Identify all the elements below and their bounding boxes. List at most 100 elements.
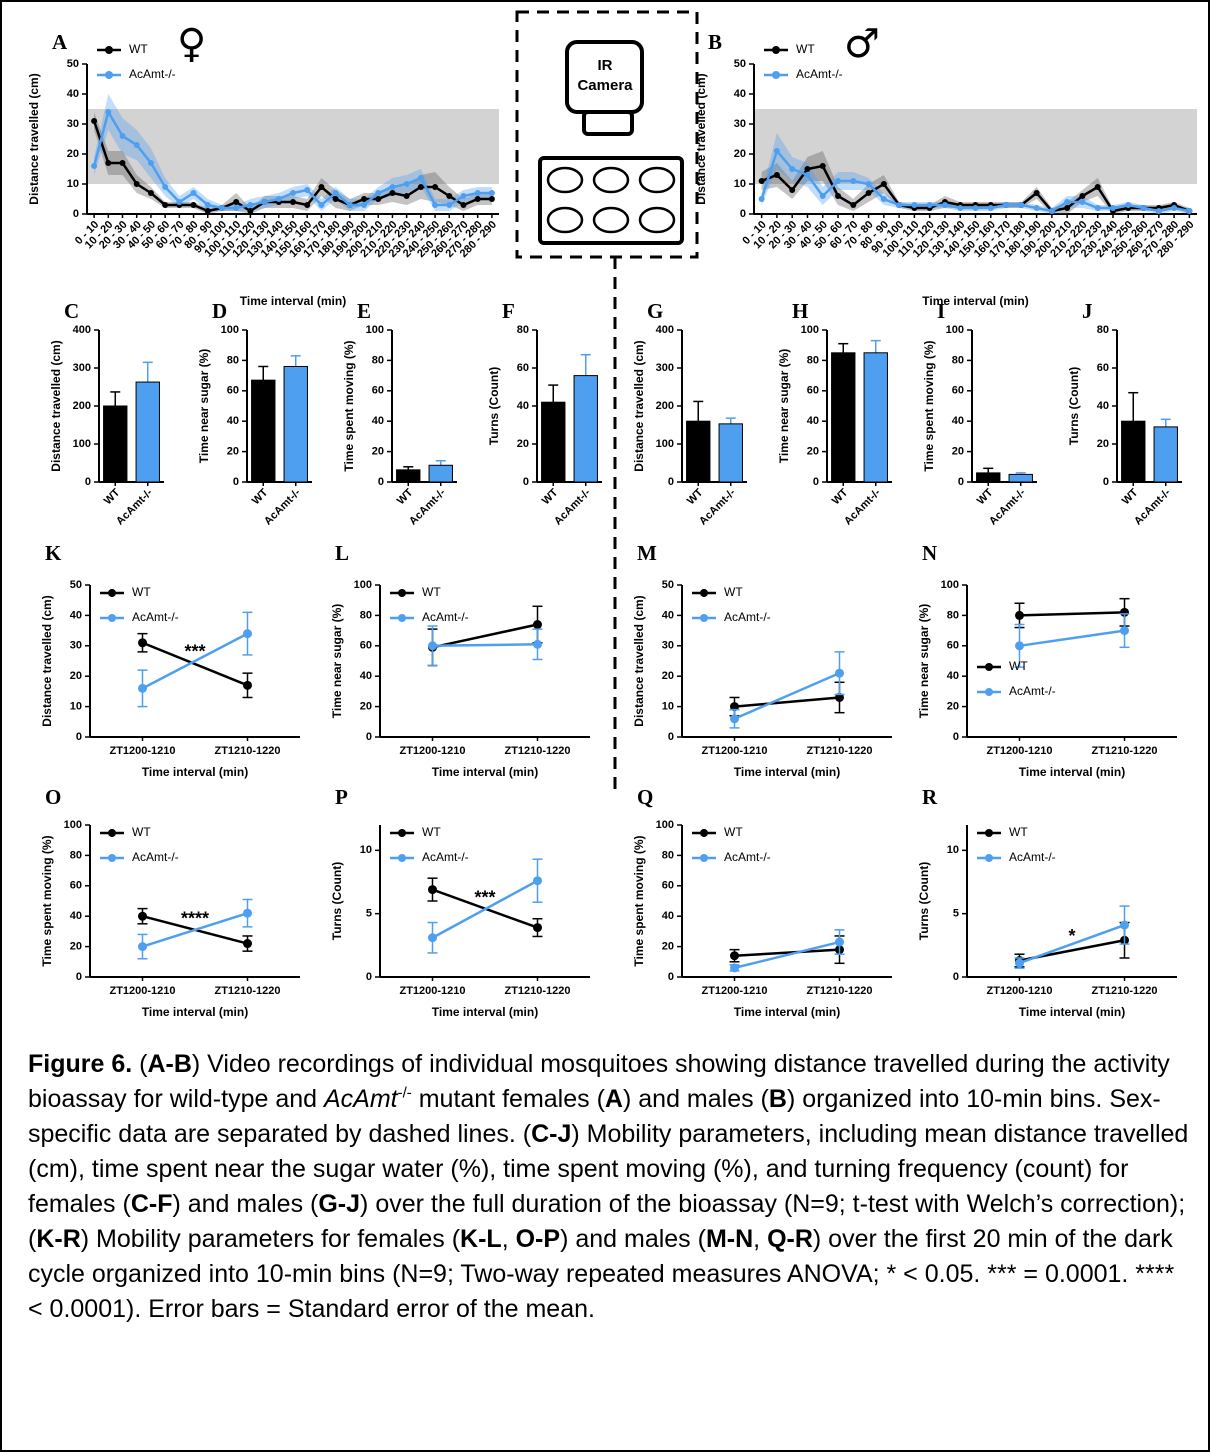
series-line bbox=[1019, 611, 1125, 617]
marker bbox=[896, 202, 903, 208]
legend-marker bbox=[398, 614, 406, 622]
y-tick-label: 0 bbox=[76, 971, 82, 983]
setup-diagram: IR Camera bbox=[515, 10, 699, 797]
legend-marker bbox=[108, 854, 116, 862]
plate bbox=[538, 156, 684, 245]
marker bbox=[332, 190, 339, 196]
y-tick-label: 60 bbox=[662, 880, 674, 892]
panel-letter: L bbox=[335, 541, 349, 565]
legend-label: AcAmt-/- bbox=[724, 610, 771, 624]
chart: H 0 20 40 60 80 100 Time near sugar (%) WTAcAmt-… bbox=[777, 299, 892, 528]
legend-label: WT bbox=[422, 825, 441, 839]
panel-letter: D bbox=[212, 299, 227, 323]
y-tick-label: 80 bbox=[517, 324, 529, 336]
x-axis-title: Time interval (min) bbox=[432, 1005, 538, 1019]
y-tick-label: 30 bbox=[734, 118, 746, 130]
marker bbox=[304, 202, 311, 208]
y-tick-label: 50 bbox=[734, 58, 746, 70]
marker bbox=[133, 181, 140, 187]
caption-run: K-R bbox=[36, 1225, 81, 1253]
y-axis-title: Distance travelled (cm) bbox=[49, 340, 63, 471]
y-axis-title: Time near sugar (%) bbox=[777, 349, 791, 463]
y-tick-label: 20 bbox=[517, 438, 529, 450]
marker bbox=[488, 190, 495, 196]
y-tick-label: 0 bbox=[668, 971, 674, 983]
x-tick-label: ZT1210-1220 bbox=[806, 985, 872, 997]
marker bbox=[819, 193, 826, 199]
marker bbox=[105, 109, 112, 115]
significance: *** bbox=[474, 888, 495, 908]
y-tick-label: 5 bbox=[366, 908, 372, 920]
legend-marker bbox=[700, 854, 708, 862]
marker bbox=[432, 184, 439, 190]
marker bbox=[446, 202, 453, 208]
bar bbox=[396, 469, 421, 483]
marker bbox=[865, 190, 872, 196]
marker bbox=[1079, 199, 1086, 205]
y-tick-label: 80 bbox=[372, 354, 384, 366]
caption-run: ( bbox=[132, 1050, 148, 1078]
marker bbox=[290, 199, 296, 205]
marker bbox=[318, 184, 325, 190]
panel-letter: G bbox=[647, 299, 663, 323]
legend-label: WT bbox=[422, 585, 441, 599]
y-tick-label: 30 bbox=[70, 640, 82, 652]
marker bbox=[332, 196, 339, 202]
caption-run: O-P bbox=[515, 1225, 561, 1253]
marker bbox=[880, 181, 887, 187]
marker bbox=[417, 184, 424, 190]
marker bbox=[243, 908, 252, 918]
panel-letter: B bbox=[708, 30, 722, 54]
legend-label: AcAmt-/- bbox=[422, 850, 469, 864]
marker bbox=[730, 963, 739, 973]
marker bbox=[835, 692, 844, 702]
marker bbox=[361, 202, 368, 208]
x-tick-label: WT bbox=[830, 486, 851, 507]
caption-run: A-B bbox=[147, 1050, 192, 1078]
caption-run: ) Mobility parameters for females ( bbox=[80, 1225, 461, 1253]
caption-run: ) Video recordings of individual mosquit… bbox=[28, 1050, 1170, 1113]
chart: K 0 10 20 30 40 50 Distance travelled (cm) Time … bbox=[40, 541, 300, 779]
well bbox=[546, 166, 584, 194]
y-tick-label: 100 bbox=[64, 819, 82, 831]
y-tick-label: 100 bbox=[801, 324, 819, 336]
marker bbox=[1094, 205, 1101, 211]
chart: I 0 20 40 60 80 100 Time spent moving (%) WTAcAm… bbox=[922, 299, 1037, 528]
x-axis-title: Time interval (min) bbox=[240, 294, 346, 308]
bar bbox=[718, 423, 743, 483]
y-tick-label: 60 bbox=[70, 880, 82, 892]
marker bbox=[176, 199, 183, 205]
bar bbox=[1153, 426, 1178, 483]
marker bbox=[1064, 199, 1071, 205]
y-tick-label: 10 bbox=[734, 178, 746, 190]
y-axis-title: Time spent moving (%) bbox=[632, 835, 646, 966]
legend-label: AcAmt-/- bbox=[129, 67, 176, 81]
x-tick-label: AcAmt-/- bbox=[987, 486, 1028, 527]
marker bbox=[533, 620, 542, 630]
series-line bbox=[1019, 923, 1125, 965]
marker bbox=[162, 184, 169, 190]
x-tick-label: WT bbox=[250, 486, 271, 507]
y-tick-label: 0 bbox=[366, 731, 372, 743]
marker bbox=[428, 933, 437, 943]
y-tick-label: 60 bbox=[807, 385, 819, 397]
y-axis-title: Time near sugar (%) bbox=[330, 604, 344, 718]
marker bbox=[1094, 184, 1101, 190]
marker bbox=[243, 939, 252, 949]
marker bbox=[204, 202, 211, 208]
legend-marker bbox=[700, 614, 708, 622]
caption-run: K-L bbox=[460, 1225, 502, 1253]
caption-run: mutant females ( bbox=[411, 1085, 605, 1113]
marker bbox=[758, 196, 765, 202]
marker bbox=[428, 641, 437, 651]
x-tick-label: WT bbox=[975, 486, 996, 507]
chart: G 0 100 200 300 400 Distance travelled (cm) WTA… bbox=[632, 299, 747, 528]
y-tick-label: 0 bbox=[958, 476, 964, 488]
marker bbox=[119, 160, 126, 166]
legend-marker bbox=[108, 829, 116, 837]
marker bbox=[218, 205, 225, 211]
y-tick-label: 0 bbox=[73, 208, 79, 220]
marker bbox=[835, 193, 842, 199]
legend-label: AcAmt-/- bbox=[724, 850, 771, 864]
marker bbox=[758, 178, 765, 184]
